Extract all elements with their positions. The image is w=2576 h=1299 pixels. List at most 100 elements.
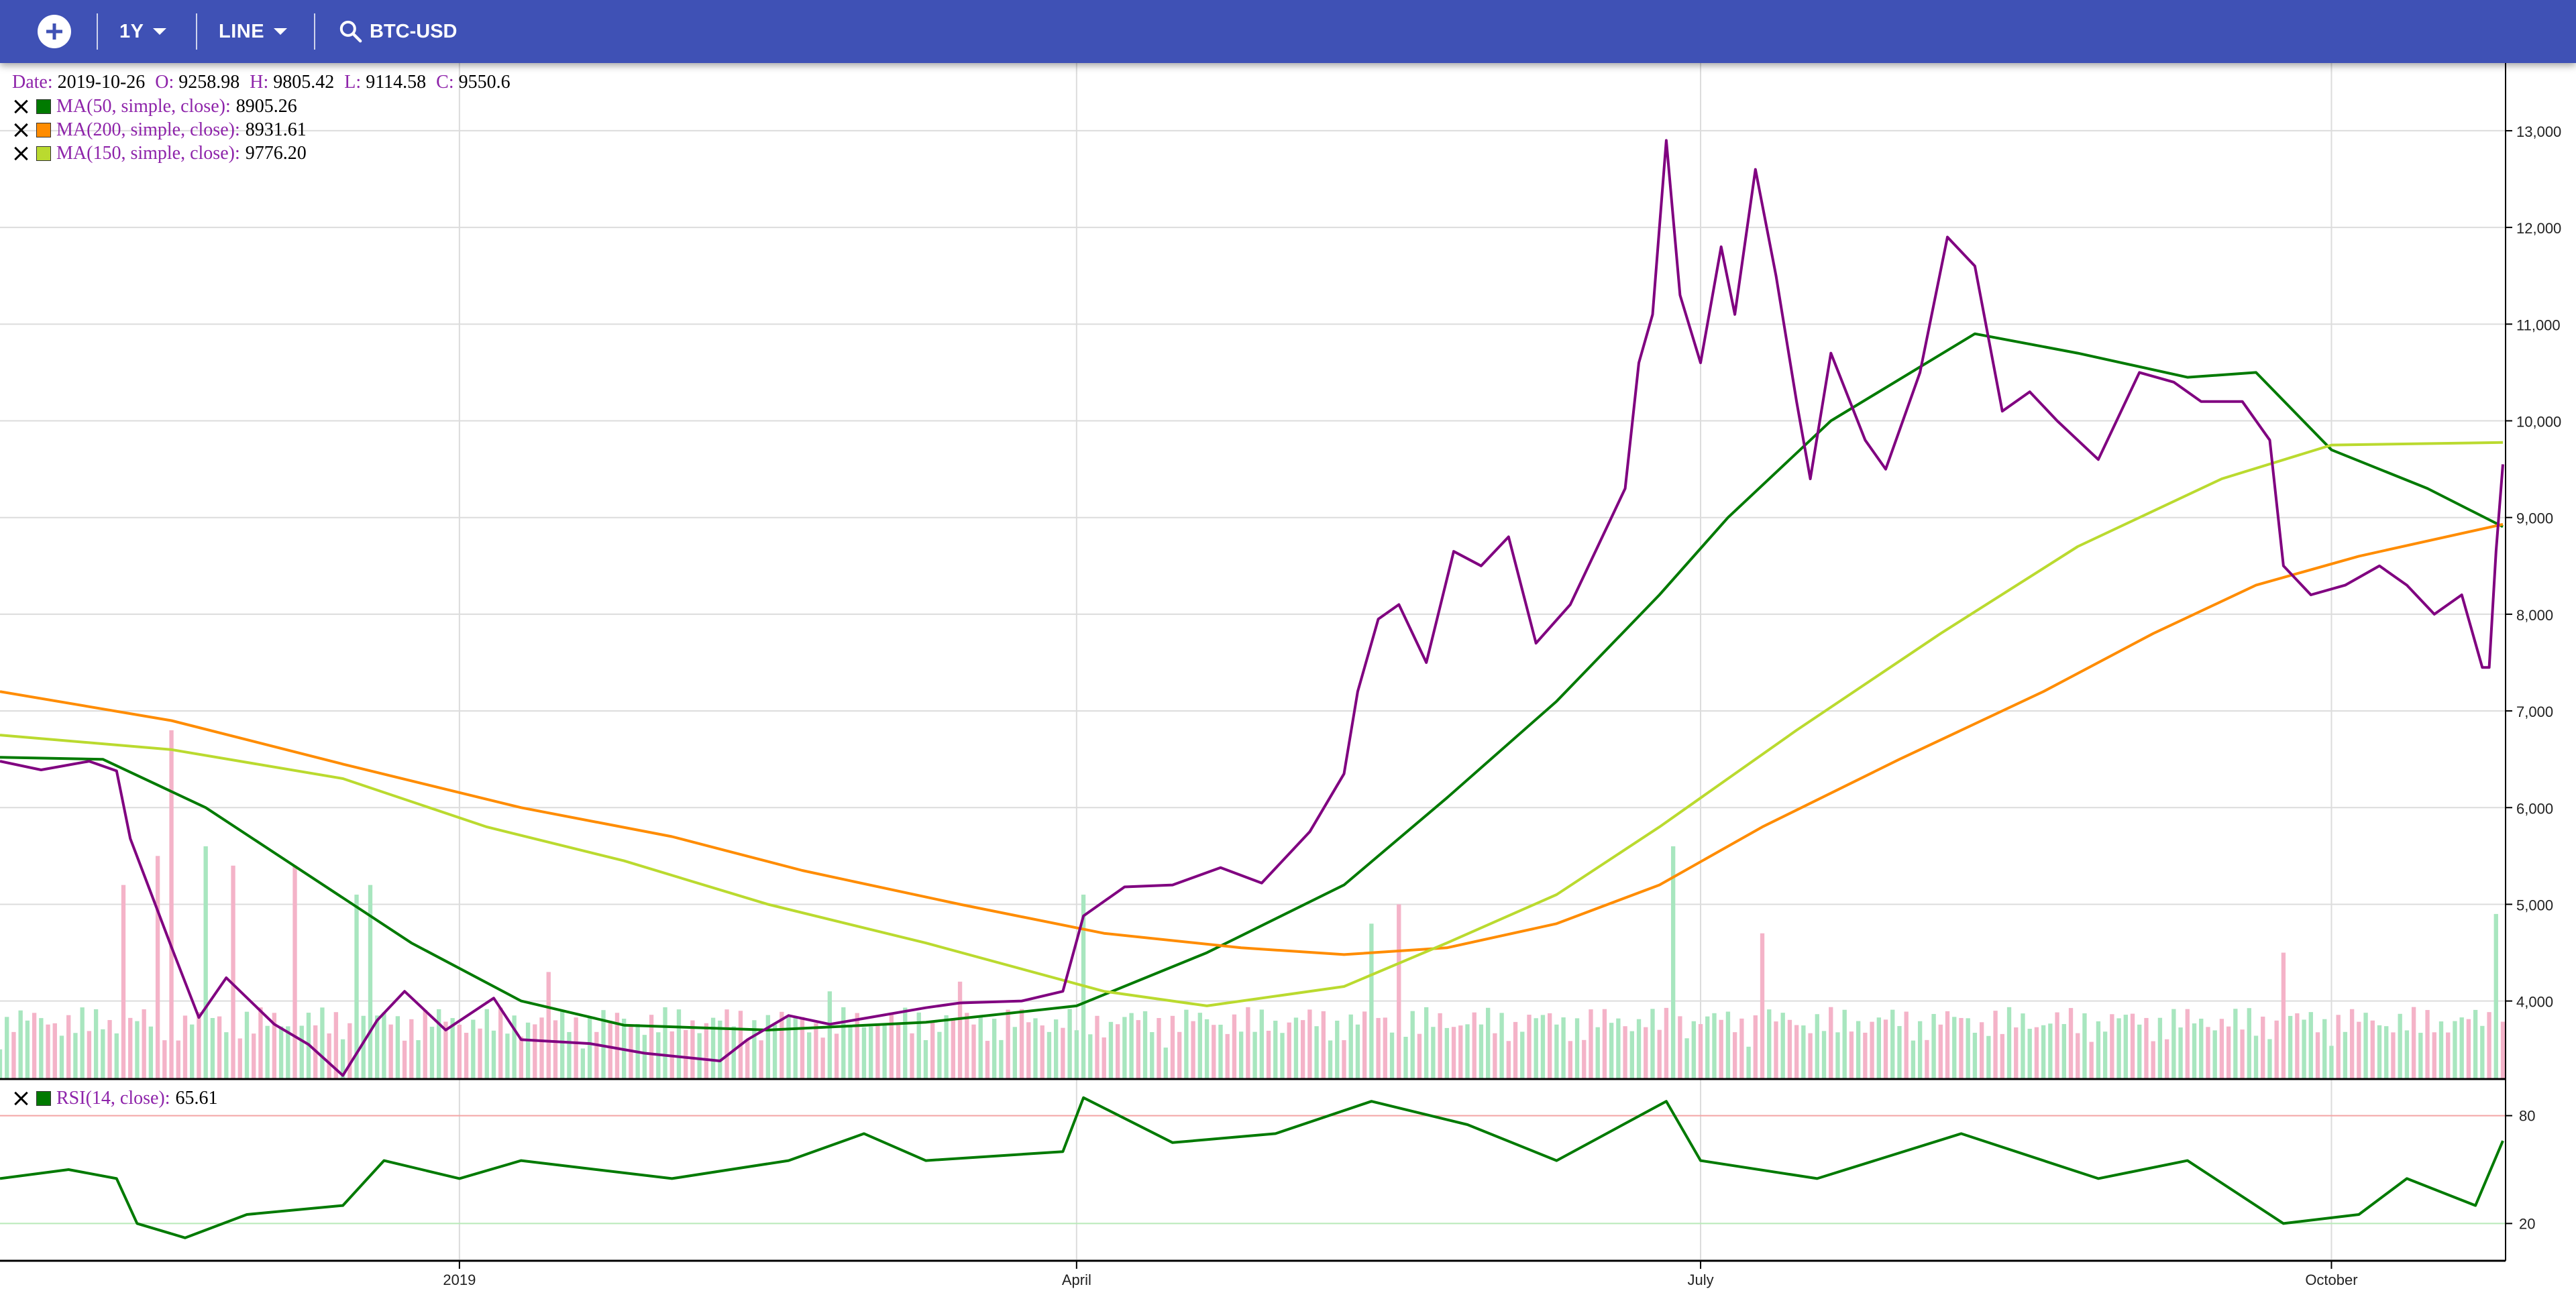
y-tick-label: 9,000 xyxy=(2516,510,2553,527)
volume-bar xyxy=(2487,1012,2491,1078)
volume-bar xyxy=(1959,1017,1964,1078)
close-icon[interactable] xyxy=(12,1089,31,1108)
volume-bar xyxy=(1246,1007,1250,1078)
volume-bar xyxy=(1911,1040,1916,1078)
volume-bar xyxy=(827,991,833,1078)
volume-bar xyxy=(423,1010,427,1078)
volume-bar xyxy=(11,1031,16,1078)
volume-bar xyxy=(923,1040,928,1078)
volume-bar xyxy=(1678,1016,1682,1078)
volume-bar xyxy=(1589,1009,1593,1078)
volume-bar xyxy=(525,1022,531,1078)
x-tick-label: 2019 xyxy=(443,1272,476,1288)
volume-bar xyxy=(2302,1019,2306,1078)
volume-bar xyxy=(2261,1016,2265,1078)
volume-bar xyxy=(2384,1026,2389,1078)
volume-bar xyxy=(1863,1032,1868,1078)
volume-bar xyxy=(299,1025,304,1078)
volume-bar xyxy=(292,865,297,1078)
volume-bar xyxy=(780,1011,784,1078)
volume-bar xyxy=(1979,1022,1984,1078)
volume-bar xyxy=(2377,1025,2382,1078)
symbol-input[interactable] xyxy=(370,20,571,43)
volume-bar xyxy=(217,1016,222,1078)
volume-bar xyxy=(59,1035,64,1078)
ma50-value: 8905.26 xyxy=(235,96,297,117)
volume-bar xyxy=(1314,1026,1319,1078)
volume-bar xyxy=(87,1031,92,1078)
volume-bar xyxy=(1348,1014,1353,1078)
volume-bar xyxy=(903,1007,908,1078)
volume-bar xyxy=(1095,1015,1099,1078)
volume-bar xyxy=(1650,1009,1655,1078)
volume-bar xyxy=(2027,1029,2032,1078)
volume-bar xyxy=(2048,1023,2053,1078)
volume-bar xyxy=(869,1026,873,1078)
volume-bar xyxy=(176,1040,180,1078)
volume-bar xyxy=(855,1013,859,1078)
volume-bar xyxy=(1787,1019,1792,1078)
volume-bar xyxy=(882,1025,887,1078)
volume-bar xyxy=(1774,1021,1778,1078)
volume-bar xyxy=(395,1016,400,1078)
volume-bar xyxy=(718,1020,722,1078)
volume-bar xyxy=(1252,1031,1257,1078)
ma50-swatch xyxy=(36,99,51,114)
volume-bar xyxy=(710,1017,716,1078)
volume-bar xyxy=(491,1030,496,1078)
volume-bar xyxy=(1054,1019,1059,1078)
volume-bar xyxy=(66,1015,71,1078)
volume-bar xyxy=(1670,846,1676,1078)
volume-bar xyxy=(1108,1021,1114,1078)
volume-bar xyxy=(1485,1007,1491,1078)
volume-bar xyxy=(2110,1014,2114,1078)
volume-bar xyxy=(745,1040,750,1078)
volume-bar xyxy=(101,1029,105,1078)
volume-bar xyxy=(2000,1033,2004,1078)
volume-bar xyxy=(896,1025,901,1078)
volume-bar xyxy=(1808,1033,1813,1078)
range-dropdown[interactable]: 1Y xyxy=(119,16,167,47)
volume-bar xyxy=(1184,1009,1189,1078)
volume-bar xyxy=(697,1033,702,1078)
volume-bar xyxy=(1328,1040,1333,1078)
volume-bar xyxy=(286,1026,290,1078)
volume-bar xyxy=(2192,1023,2197,1078)
volume-bar xyxy=(1493,1033,1497,1078)
volume-bar xyxy=(2411,1007,2416,1078)
volume-bar xyxy=(999,1039,1004,1078)
volume-bar xyxy=(1856,1021,1861,1078)
volume-bar xyxy=(512,1015,517,1078)
volume-bar xyxy=(2274,1020,2279,1078)
volume-bar xyxy=(594,1031,599,1078)
volume-bar xyxy=(2164,1039,2169,1078)
close-icon[interactable] xyxy=(12,97,31,116)
volume-bar xyxy=(1842,1009,1847,1078)
close-icon[interactable] xyxy=(12,121,31,139)
volume-bar xyxy=(765,1015,771,1078)
volume-bar xyxy=(39,1018,44,1078)
volume-bar xyxy=(861,1027,867,1078)
volume-bar xyxy=(1767,1009,1772,1078)
rsi-y-tick-label: 80 xyxy=(2519,1108,2535,1125)
volume-bar xyxy=(169,730,174,1078)
volume-bar xyxy=(2123,1015,2128,1078)
chart-type-dropdown[interactable]: LINE xyxy=(219,16,288,47)
volume-bar xyxy=(1225,1033,1230,1078)
volume-bar xyxy=(1629,1031,1634,1078)
volume-bar xyxy=(0,1049,3,1078)
price-chart[interactable]: 4,000 5,000 6,000 7,000 8,000 9,000 10,000 11,0… xyxy=(0,63,2576,1299)
volume-bar xyxy=(1829,1007,1833,1078)
chevron-down-icon xyxy=(274,28,288,35)
symbol-search[interactable] xyxy=(337,15,571,48)
close-icon[interactable] xyxy=(12,144,31,163)
volume-bar xyxy=(1218,1025,1223,1078)
volume-bar xyxy=(1157,1017,1161,1078)
volume-bar xyxy=(1479,1024,1484,1078)
volume-bar xyxy=(1739,1018,1744,1078)
search-icon xyxy=(339,20,362,43)
volume-bar xyxy=(1746,1046,1751,1078)
add-circle-icon[interactable] xyxy=(38,15,71,48)
volume-bar xyxy=(1931,1013,1936,1078)
volume-bar xyxy=(1582,1039,1587,1078)
